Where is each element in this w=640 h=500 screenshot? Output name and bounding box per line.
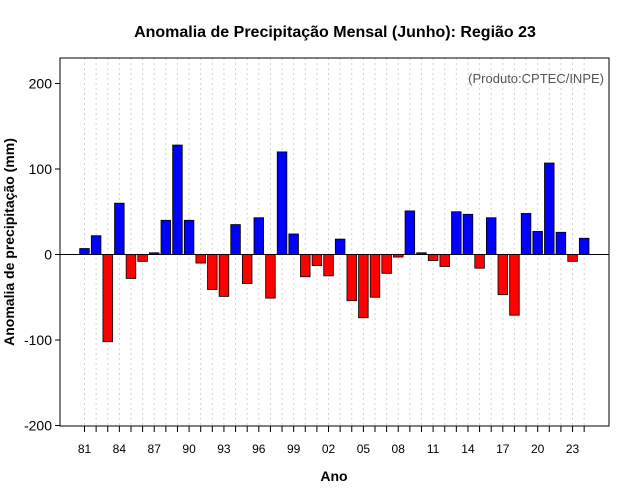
- bar-2017: [497, 254, 509, 296]
- bar-1993: [218, 254, 230, 297]
- bar-1991: [195, 254, 206, 264]
- bar-2001: [311, 254, 323, 267]
- bar-2021: [544, 162, 555, 255]
- y-tick-label: -200: [24, 418, 52, 434]
- bar-1999: [288, 233, 299, 255]
- bar-2024: [578, 237, 590, 255]
- x-tick-label: 20: [531, 442, 545, 456]
- x-axis: 81 84 87 90 93 96 99 02 05 08 11 14 17 20 23: [78, 426, 585, 456]
- bar-2008: [393, 254, 404, 258]
- bar-1985: [125, 254, 137, 279]
- bar-1994: [230, 224, 241, 255]
- bar-1998: [276, 151, 288, 255]
- x-tick-label: 05: [357, 442, 371, 456]
- x-tick-label: 84: [113, 442, 127, 456]
- source-credit: (Produto:CPTEC/INPE): [468, 71, 604, 86]
- bar-2005: [358, 254, 369, 319]
- bar-1990: [183, 219, 195, 255]
- bar-1988: [160, 219, 172, 255]
- bar-2004: [346, 254, 357, 302]
- x-tick-label: 87: [148, 442, 162, 456]
- bar-1989: [172, 144, 183, 255]
- x-tick-label: 08: [392, 442, 406, 456]
- x-tick-label: 93: [217, 442, 231, 456]
- y-axis: -200 -100 0 100 200: [24, 76, 60, 434]
- bar-2009: [404, 210, 416, 255]
- bar-2007: [381, 254, 392, 274]
- x-tick-label: 99: [287, 442, 301, 456]
- bar-1981: [79, 248, 90, 255]
- bar-2013: [451, 211, 462, 255]
- bar-2003: [334, 238, 346, 255]
- bar-1982: [90, 235, 102, 255]
- bar-2002: [323, 254, 334, 277]
- x-tick-label: 96: [252, 442, 266, 456]
- y-tick-label: 200: [29, 76, 53, 92]
- x-tick-label: 17: [496, 442, 510, 456]
- bar-2019: [520, 213, 532, 255]
- y-tick-label: 0: [44, 247, 52, 263]
- bar-1996: [253, 217, 265, 255]
- bar-2011: [427, 254, 439, 261]
- x-tick-label: 90: [182, 442, 196, 456]
- bar-2012: [439, 254, 450, 267]
- bar-2018: [509, 254, 520, 316]
- y-tick-label: 100: [29, 161, 53, 177]
- bar-2022: [555, 231, 567, 255]
- bar-1995: [241, 254, 253, 284]
- bar-2015: [474, 254, 485, 269]
- bar-2016: [485, 217, 497, 255]
- x-tick-label: 23: [566, 442, 580, 456]
- bar-1984: [114, 202, 125, 255]
- bar-2014: [462, 213, 474, 255]
- bars: [79, 144, 590, 343]
- plot-frame: [59, 57, 610, 427]
- chart-title: Anomalia de Precipitação Mensal (Junho):…: [134, 24, 536, 41]
- bar-2023: [567, 254, 578, 262]
- bar-1983: [102, 254, 113, 343]
- bar-1986: [137, 254, 148, 262]
- x-tick-label: 14: [461, 442, 475, 456]
- grid-lines: [84, 58, 585, 426]
- bar-2020: [532, 231, 543, 255]
- y-axis-title: Anomalia de precipitação (mm): [1, 138, 17, 346]
- bar-2006: [369, 254, 381, 298]
- bar-1997: [265, 254, 276, 299]
- bar-2000: [300, 254, 311, 278]
- x-axis-title: Ano: [320, 468, 347, 484]
- bar-1987: [149, 252, 160, 255]
- bar-2010: [416, 252, 427, 255]
- x-tick-label: 11: [427, 442, 440, 456]
- bar-1992: [207, 254, 218, 290]
- x-tick-label: 02: [322, 442, 336, 456]
- x-tick-label: 81: [78, 442, 92, 456]
- y-tick-label: -100: [24, 332, 52, 348]
